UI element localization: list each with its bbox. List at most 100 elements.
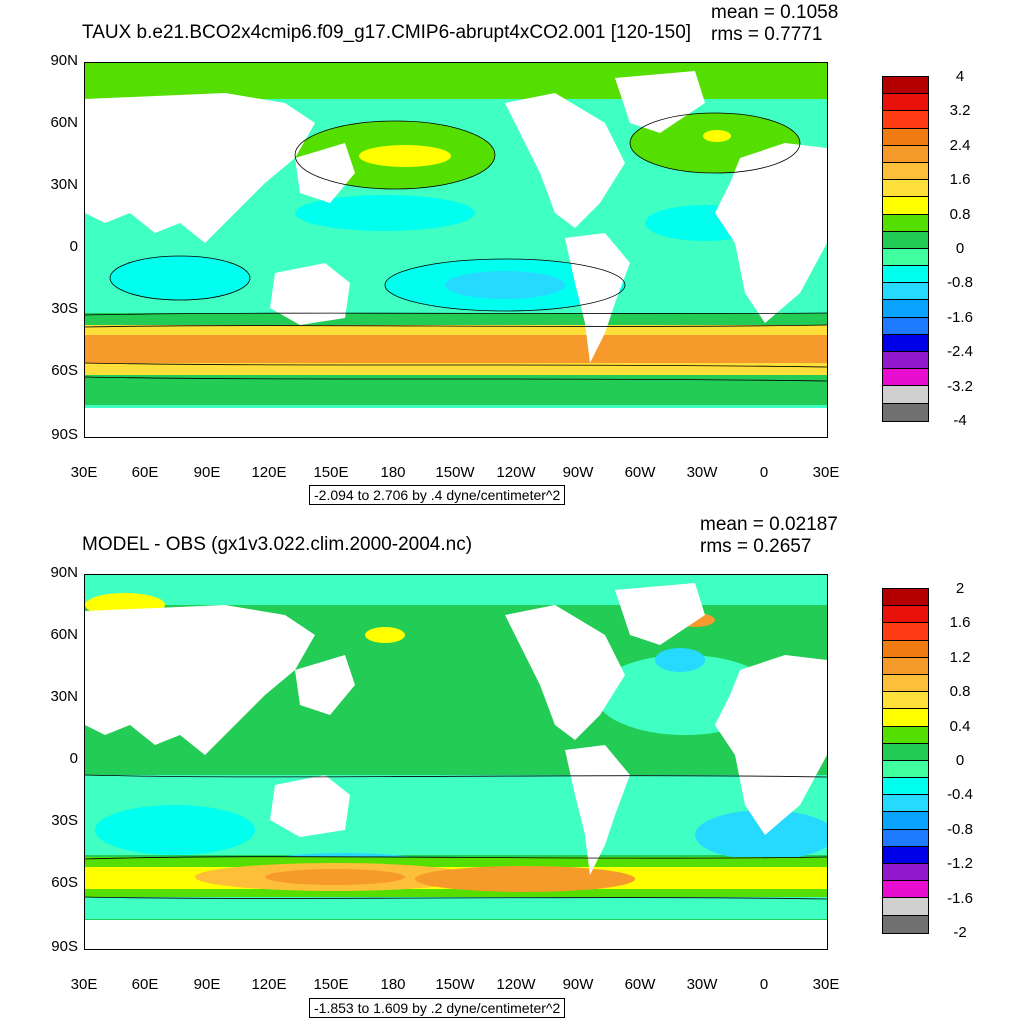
colorbar-label: 0.4	[949, 717, 971, 735]
lon-label: 90E	[193, 976, 221, 993]
rms-value: rms = 0.7771	[711, 24, 823, 45]
colorbar-cell	[883, 881, 928, 899]
colorbar-label: 3.2	[949, 102, 971, 120]
lat-label-30n: 30N	[50, 688, 78, 705]
panel-title: MODEL - OBS (gx1v3.022.clim.2000-2004.nc…	[82, 534, 473, 555]
lat-label-30s: 30S	[51, 812, 78, 829]
lon-label: 30W	[686, 976, 718, 993]
lon-label: 60W	[624, 976, 656, 993]
lon-label: 30E	[812, 464, 840, 481]
colorbar-cell	[883, 231, 928, 249]
lat-label-60s: 60S	[51, 874, 78, 891]
colorbar-cell	[883, 94, 928, 112]
map-area	[84, 62, 828, 438]
colorbar-cell	[883, 623, 928, 641]
bottom-map-panel: MODEL - OBS (gx1v3.022.clim.2000-2004.nc…	[0, 512, 1024, 1024]
colorbar-label: -2.4	[947, 343, 973, 361]
colorbar-cell	[883, 743, 928, 761]
lat-label-90n: 90N	[50, 52, 78, 69]
lon-label: 60E	[131, 464, 159, 481]
colorbar-label: -3.2	[947, 377, 973, 395]
colorbar-label: -1.2	[947, 855, 973, 873]
colorbar-cell	[883, 606, 928, 624]
colorbar-cell	[883, 915, 928, 933]
colorbar-cell	[883, 778, 928, 796]
lon-label: 180	[380, 976, 406, 993]
contour-range-label: -1.853 to 1.609 by .2 dyne/centimeter^2	[309, 998, 566, 1018]
rms-value: rms = 0.2657	[700, 536, 812, 557]
colorbar-cell	[883, 180, 928, 198]
colorbar-cell	[883, 674, 928, 693]
lat-label-90s: 90S	[51, 426, 78, 443]
lon-label: 60W	[624, 464, 656, 481]
lon-label: 30W	[686, 464, 718, 481]
colorbar-cell	[883, 403, 928, 421]
colorbar-cell	[883, 352, 928, 370]
colorbar-label: -1.6	[947, 889, 973, 907]
colorbar-cell	[883, 726, 928, 744]
colorbar-cell	[883, 640, 928, 658]
panel-title: TAUX b.e21.BCO2x4cmip6.f09_g17.CMIP6-abr…	[82, 22, 692, 43]
colorbar-label: 4	[955, 68, 965, 85]
lon-label: 150W	[435, 976, 475, 993]
lat-label-60n: 60N	[50, 114, 78, 131]
colorbar-label: -4	[953, 412, 967, 429]
colorbar-label: 0.8	[949, 683, 971, 701]
lon-label: 30E	[812, 976, 840, 993]
colorbar-cell	[883, 248, 928, 267]
colorbar-label: 1.2	[949, 648, 971, 666]
colorbar-cell	[883, 795, 928, 813]
colorbar-cell	[883, 898, 928, 916]
colorbar-label: 0	[955, 240, 965, 257]
colorbar-cell	[883, 589, 928, 607]
colorbar-cell	[883, 266, 928, 284]
lon-label: 150E	[313, 464, 349, 481]
colorbar-cell	[883, 197, 928, 215]
colorbar-cell	[883, 77, 928, 95]
colorbar-label: 2	[955, 580, 965, 597]
top-map-panel: TAUX b.e21.BCO2x4cmip6.f09_g17.CMIP6-abr…	[50, 2, 973, 505]
lon-label: 90W	[562, 976, 594, 993]
lon-label: 120W	[496, 976, 536, 993]
colorbar-label: 0.8	[949, 205, 971, 223]
colorbar-label: -2	[953, 924, 967, 941]
colorbar-label: -0.8	[947, 820, 973, 838]
colorbar-cell	[883, 317, 928, 335]
lat-label-60s: 60S	[51, 362, 78, 379]
lon-label: 120E	[251, 464, 287, 481]
colorbar-label: 1.6	[949, 614, 971, 632]
contour-range-label: -2.094 to 2.706 by .4 dyne/centimeter^2	[309, 485, 566, 505]
colorbar-cell	[883, 334, 928, 352]
lon-label: 30E	[70, 464, 98, 481]
colorbar	[882, 76, 929, 422]
lat-label-90s: 90S	[51, 938, 78, 955]
map-area	[84, 574, 828, 950]
lat-label-60n: 60N	[50, 626, 78, 643]
lon-label: 150E	[313, 976, 349, 993]
colorbar-cell	[883, 111, 928, 129]
colorbar-cell	[883, 300, 928, 318]
lon-label: 120E	[251, 976, 287, 993]
colorbar-cell	[883, 128, 928, 146]
colorbar-cell	[883, 692, 928, 710]
colorbar-label: -0.4	[947, 786, 973, 804]
lon-label: 30E	[70, 976, 98, 993]
colorbar-label: -0.8	[947, 274, 973, 292]
colorbar-label: 0	[955, 752, 965, 769]
colorbar-cell	[883, 846, 928, 864]
colorbar-cell	[883, 812, 928, 830]
lon-label: 0	[759, 464, 769, 481]
colorbar-cell	[883, 386, 928, 404]
colorbar-cell	[883, 760, 928, 779]
colorbar-cell	[883, 709, 928, 727]
colorbar-label: 2.4	[949, 136, 971, 154]
colorbar-cell	[883, 145, 928, 163]
lat-label-0: 0	[69, 238, 78, 255]
colorbar-cell	[883, 864, 928, 882]
colorbar-cell	[883, 369, 928, 387]
mean-value: mean = 0.1058	[711, 2, 839, 23]
colorbar-cell	[883, 829, 928, 847]
colorbar	[882, 588, 929, 934]
lon-label: 90E	[193, 464, 221, 481]
lon-label: 180	[380, 464, 406, 481]
